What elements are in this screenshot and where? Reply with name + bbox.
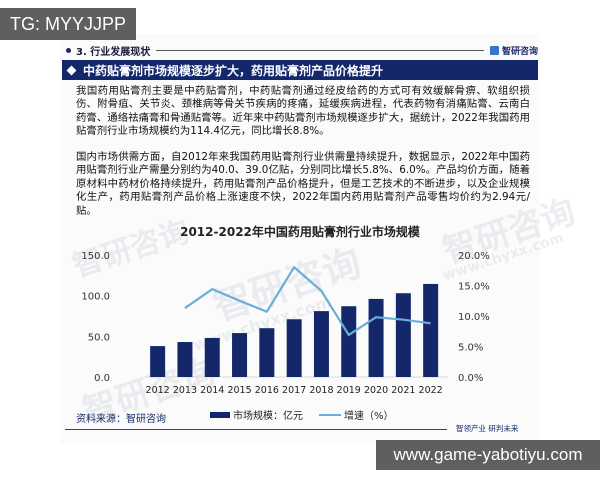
- x-axis-tick: 2013: [173, 385, 197, 396]
- bar: [395, 293, 411, 377]
- brand-name: 智研咨询: [501, 46, 538, 57]
- brand: 智研咨询: [489, 44, 538, 57]
- overlay-badge-top: TG: MYYJJPP: [0, 8, 136, 40]
- bar: [341, 306, 357, 377]
- page-title-bar: 中药贴膏剂市场规模逐步扩大，药用贴膏剂产品价格提升: [62, 60, 538, 80]
- right-axis-tick: 0.0%: [458, 373, 483, 384]
- brand-logo-icon: [489, 45, 499, 55]
- legend-bar-label: 市场规模：亿元: [233, 411, 303, 422]
- x-axis-tick: 2012: [146, 385, 170, 396]
- x-axis-tick: 2019: [337, 385, 361, 396]
- left-axis-tick: 0.0: [94, 373, 110, 384]
- bar: [313, 311, 329, 377]
- chart-title: 2012-2022年中国药用贴膏剂行业市场规模: [180, 225, 420, 239]
- right-axis-tick: 10.0%: [458, 312, 490, 323]
- section-label: 3. 行业发展现状: [76, 46, 151, 58]
- growth-line-series: [184, 266, 431, 337]
- bar: [150, 346, 166, 377]
- legend-line-label: 增速（%）: [344, 411, 394, 422]
- footer-slogan: 智领产业 研判未来: [456, 424, 519, 433]
- right-axis: 0.0% 5.0% 10.0% 15.0% 20.0%: [458, 251, 490, 384]
- left-axis-tick: 150.0: [81, 251, 110, 262]
- legend-bar-swatch: [210, 411, 230, 418]
- bullet-icon: [66, 47, 71, 53]
- left-axis-tick: 100.0: [81, 292, 110, 303]
- x-axis-tick: 2020: [364, 385, 388, 396]
- legend-line-swatch: [319, 413, 341, 416]
- x-axis-tick: 2017: [282, 385, 306, 396]
- x-axis-labels: 2012 2013 2014 2015 2016 2017 2018 2019 2020 2021…: [146, 385, 443, 396]
- bar: [232, 333, 248, 377]
- left-axis: 0.0 50.0 100.0 150.0: [81, 251, 110, 384]
- x-axis-tick: 2021: [391, 385, 415, 396]
- x-axis-tick: 2016: [255, 385, 279, 396]
- right-axis-tick: 20.0%: [458, 251, 490, 262]
- x-axis-tick: 2015: [227, 385, 251, 396]
- paragraph-2: 国内市场供需方面，自2012年来我国药用贴膏剂行业供需量持续提升，数据显示，20…: [76, 151, 530, 217]
- paragraph-1: 我国药用贴膏剂主要是中药贴膏剂，中药贴膏剂通过经皮给药的方式可有效缓解骨痹、软组…: [76, 85, 530, 138]
- footer-divider: [65, 429, 447, 430]
- bar: [259, 328, 275, 377]
- left-axis-tick: 50.0: [88, 332, 110, 343]
- data-source: 资料来源：智研咨询: [76, 414, 166, 425]
- bar: [177, 342, 193, 377]
- bar-series: [150, 283, 439, 377]
- overlay-badge-bottom: www.game-yabotiyu.com: [376, 440, 600, 470]
- x-axis-tick: 2014: [200, 385, 224, 396]
- bar: [204, 337, 220, 377]
- right-axis-tick: 15.0%: [458, 282, 490, 293]
- right-axis-tick: 5.0%: [458, 343, 483, 354]
- section-header: 3. 行业发展现状 智研咨询: [66, 43, 538, 58]
- bar: [423, 283, 439, 377]
- x-axis-tick: 2018: [309, 385, 333, 396]
- page-title: 中药贴膏剂市场规模逐步扩大，药用贴膏剂产品价格提升: [83, 63, 384, 78]
- divider: [156, 49, 484, 51]
- combo-chart: 0.0 50.0 100.0 150.0 0.0% 5.0% 10.0% 15.0% 20.0…: [81, 251, 490, 396]
- diamond-icon: [66, 65, 77, 75]
- chart-legend: 市场规模：亿元 增速（%）: [210, 407, 394, 422]
- bar: [286, 319, 302, 377]
- x-axis-tick: 2022: [419, 385, 443, 396]
- bar: [368, 298, 384, 377]
